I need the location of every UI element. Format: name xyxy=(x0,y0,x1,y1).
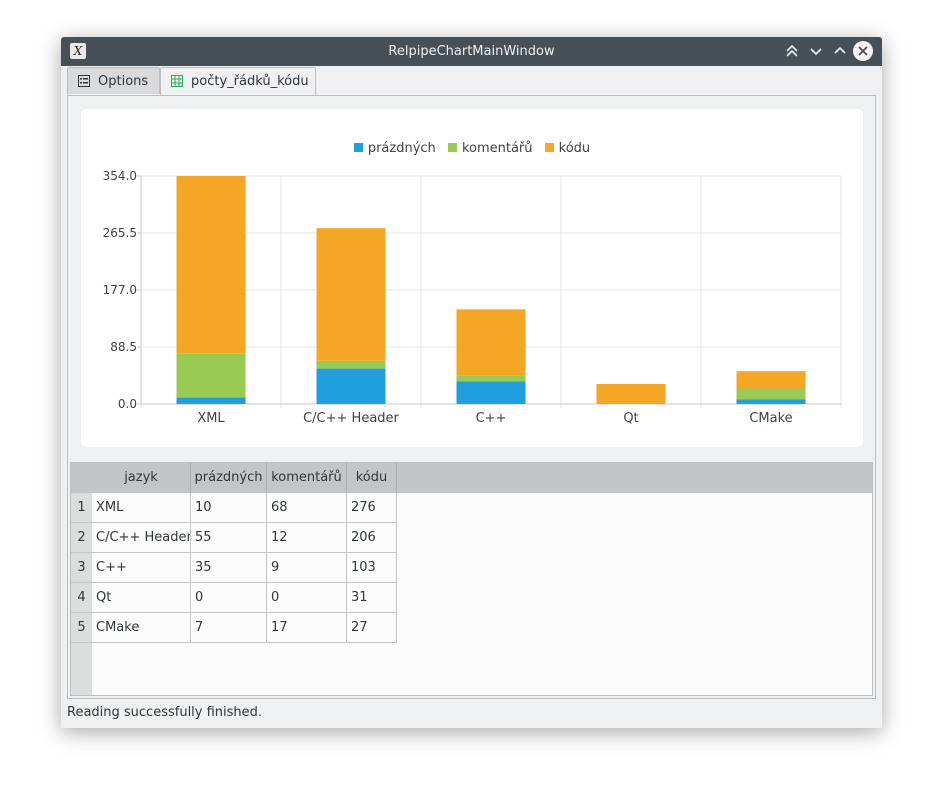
x-tick-label: XML xyxy=(197,411,225,426)
y-tick-label: 88.5 xyxy=(110,340,137,354)
row-header[interactable]: 1 xyxy=(71,493,92,523)
table-cell[interactable]: 12 xyxy=(267,523,347,553)
column-header[interactable]: komentářů xyxy=(267,463,347,493)
bar-segment xyxy=(316,360,386,369)
data-table[interactable]: jazyk prázdných komentářů kódu 1 XML 10 68 276 2 C… xyxy=(70,462,873,696)
app-icon[interactable]: X xyxy=(70,43,86,59)
close-icon[interactable] xyxy=(853,41,873,61)
table-cell[interactable]: 0 xyxy=(267,583,347,613)
tab-data-label: počty_řádků_kódu xyxy=(191,74,309,89)
x-tick-label: Qt xyxy=(623,411,638,426)
bar-segment xyxy=(736,399,806,404)
list-icon xyxy=(78,75,90,87)
row-header[interactable]: 5 xyxy=(71,613,92,643)
legend-item-komentaru[interactable]: komentářů xyxy=(447,141,533,156)
tab-panel: prázdných komentářů kódu 354.0 265.5 177.0… xyxy=(67,95,876,699)
table-cell[interactable]: C/C++ Header xyxy=(92,523,191,553)
bar-segment xyxy=(456,375,526,382)
table-corner[interactable] xyxy=(71,463,92,493)
x-tick-label: C/C++ Header xyxy=(303,411,399,426)
legend-swatch xyxy=(447,143,457,152)
bar-segment xyxy=(736,371,806,389)
bar-segment xyxy=(176,176,246,354)
column-header-bar xyxy=(92,463,872,493)
row-header[interactable]: 4 xyxy=(71,583,92,613)
legend-swatch xyxy=(544,143,554,152)
column-header[interactable]: kódu xyxy=(347,463,397,493)
tab-pocty-radku-kodu[interactable]: počty_řádků_kódu xyxy=(160,67,316,96)
legend-label: komentářů xyxy=(461,141,533,156)
maximize-icon[interactable] xyxy=(830,41,850,61)
stacked-bar-chart: 354.0 265.5 177.0 88.5 0.0 XML C/C++ Header C++… xyxy=(103,169,842,426)
legend-item-kodu[interactable]: kódu xyxy=(544,141,591,156)
title-bar[interactable]: X RelpipeChartMainWindow xyxy=(61,37,882,66)
table-cell[interactable]: XML xyxy=(92,493,191,523)
bar-segment xyxy=(456,381,526,404)
table-cell[interactable]: 7 xyxy=(191,613,267,643)
legend-item-prazdnych[interactable]: prázdných xyxy=(353,141,436,156)
bar-segment xyxy=(736,388,806,400)
table-cell[interactable]: 276 xyxy=(347,493,397,523)
column-header[interactable]: prázdných xyxy=(191,463,267,493)
table-cell[interactable]: CMake xyxy=(92,613,191,643)
bar-segment xyxy=(596,384,666,404)
main-window: X RelpipeChartMainWindow Options xyxy=(61,37,882,728)
x-tick-label: C++ xyxy=(476,411,507,426)
table-icon xyxy=(171,75,183,87)
y-tick-label: 265.5 xyxy=(103,226,137,240)
bar-segment xyxy=(176,397,246,404)
row-header-bar xyxy=(71,493,92,695)
table-cell[interactable]: Qt xyxy=(92,583,191,613)
table-cell[interactable]: 17 xyxy=(267,613,347,643)
table-cell[interactable]: 10 xyxy=(191,493,267,523)
table-cell[interactable]: C++ xyxy=(92,553,191,583)
y-tick-label: 354.0 xyxy=(103,169,137,183)
column-header[interactable]: jazyk xyxy=(92,463,191,493)
table-cell[interactable]: 35 xyxy=(191,553,267,583)
y-tick-label: 177.0 xyxy=(103,283,137,297)
row-header[interactable]: 3 xyxy=(71,553,92,583)
tab-options[interactable]: Options xyxy=(67,67,160,94)
bar-segment xyxy=(456,309,526,376)
tab-options-label: Options xyxy=(98,74,149,89)
legend-label: prázdných xyxy=(367,141,436,156)
table-cell[interactable]: 0 xyxy=(191,583,267,613)
window-title: RelpipeChartMainWindow xyxy=(388,44,555,59)
keep-above-icon[interactable] xyxy=(782,41,802,61)
table-cell[interactable]: 103 xyxy=(347,553,397,583)
legend-swatch xyxy=(353,143,363,152)
table-cell[interactable]: 206 xyxy=(347,523,397,553)
table-cell[interactable]: 31 xyxy=(347,583,397,613)
bar-segment xyxy=(176,353,246,398)
bar-segment xyxy=(316,228,386,361)
table-cell[interactable]: 9 xyxy=(267,553,347,583)
table-cell[interactable]: 68 xyxy=(267,493,347,523)
row-header[interactable]: 2 xyxy=(71,523,92,553)
chart-legend: prázdných komentářů kódu xyxy=(81,141,863,159)
status-bar-text: Reading successfully finished. xyxy=(67,705,263,720)
legend-label: kódu xyxy=(558,141,591,156)
chart-view: prázdných komentářů kódu 354.0 265.5 177.0… xyxy=(81,109,863,447)
bar-segment xyxy=(316,368,386,404)
minimize-icon[interactable] xyxy=(806,41,826,61)
y-tick-label: 0.0 xyxy=(118,397,137,411)
x-tick-label: CMake xyxy=(749,411,792,426)
table-cell[interactable]: 55 xyxy=(191,523,267,553)
table-cell[interactable]: 27 xyxy=(347,613,397,643)
